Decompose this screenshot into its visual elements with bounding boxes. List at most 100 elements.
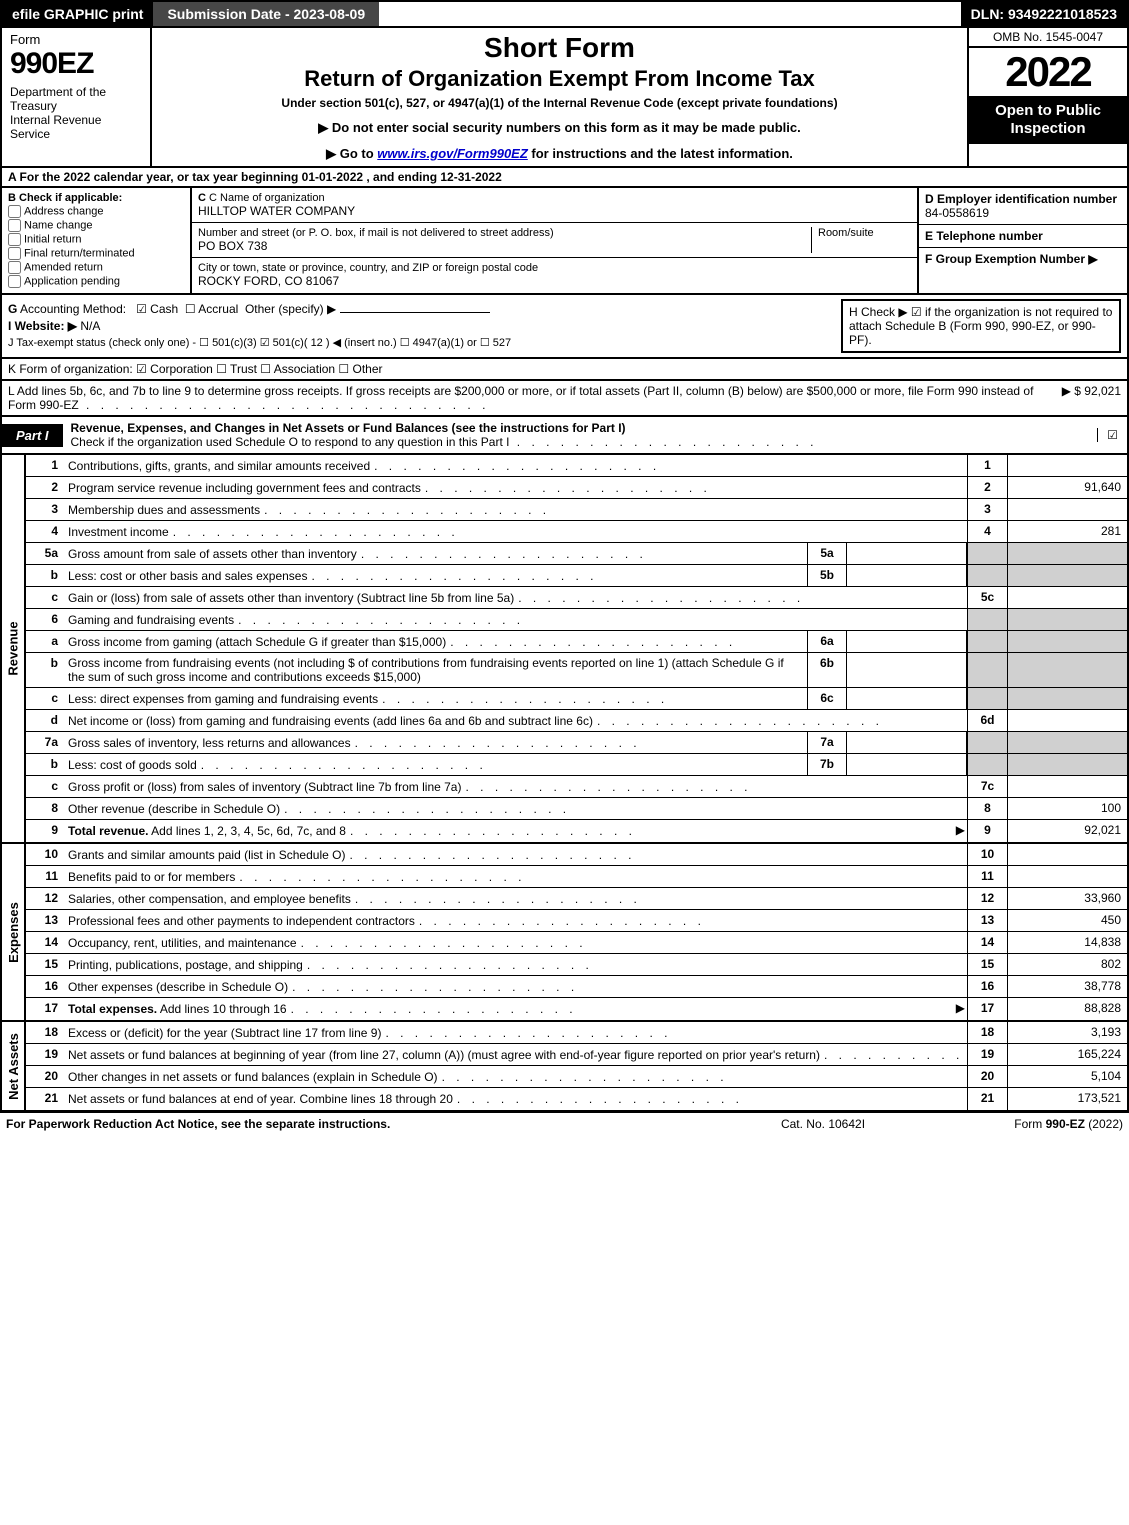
colnum-17: 17: [967, 998, 1007, 1020]
colnum-8: 8: [967, 798, 1007, 819]
netassets-grid: Net Assets 18Excess or (deficit) for the…: [0, 1022, 1129, 1112]
colnum-21: 21: [967, 1088, 1007, 1110]
cb-amended-return[interactable]: Amended return: [8, 261, 184, 274]
cb-application-pending[interactable]: Application pending: [8, 275, 184, 288]
topbar-spacer: [379, 2, 961, 26]
header-right: OMB No. 1545-0047 2022 Open to Public In…: [967, 28, 1127, 166]
line-desc-5c: Gain or (loss) from sale of assets other…: [64, 587, 967, 608]
line-desc-1: Contributions, gifts, grants, and simila…: [64, 455, 967, 476]
line-num-2: 2: [26, 477, 64, 498]
part1-checkbox[interactable]: ☑: [1097, 428, 1127, 442]
subval-6b: [847, 653, 967, 687]
line-num-14: 14: [26, 932, 64, 953]
subval-7b: [847, 754, 967, 775]
line-desc-19: Net assets or fund balances at beginning…: [64, 1044, 967, 1065]
line-desc-6c: Less: direct expenses from gaming and fu…: [64, 688, 807, 709]
section-c: C C Name of organization HILLTOP WATER C…: [192, 188, 917, 293]
colamt-7b: [1007, 754, 1127, 775]
line-desc-4: Investment income. . . . . . . . . . . .…: [64, 521, 967, 542]
line-num-12: 12: [26, 888, 64, 909]
colamt-5a: [1007, 543, 1127, 564]
line-desc-6d: Net income or (loss) from gaming and fun…: [64, 710, 967, 731]
colamt-17: 88,828: [1007, 998, 1127, 1020]
netassets-side-label: Net Assets: [2, 1022, 26, 1110]
line-num-16: 16: [26, 976, 64, 997]
line-7b: bLess: cost of goods sold. . . . . . . .…: [26, 754, 1127, 776]
line-6a: aGross income from gaming (attach Schedu…: [26, 631, 1127, 653]
colamt-11: [1007, 866, 1127, 887]
colamt-7c: [1007, 776, 1127, 797]
line-num-7b: b: [26, 754, 64, 775]
section-ghij: G Accounting Method: ☑ Cash ☐ Accrual Ot…: [0, 295, 1129, 359]
room-suite-label: Room/suite: [818, 227, 911, 239]
colamt-14: 14,838: [1007, 932, 1127, 953]
irs-link[interactable]: www.irs.gov/Form990EZ: [377, 146, 528, 161]
cb-final-return[interactable]: Final return/terminated: [8, 247, 184, 260]
part1-title: Revenue, Expenses, and Changes in Net As…: [63, 417, 1097, 453]
line-num-5c: c: [26, 587, 64, 608]
colnum-5b: [967, 565, 1007, 586]
colamt-5c: [1007, 587, 1127, 608]
part1-header: Part I Revenue, Expenses, and Changes in…: [0, 417, 1129, 455]
section-f: F Group Exemption Number ▶: [919, 248, 1127, 270]
line-desc-15: Printing, publications, postage, and shi…: [64, 954, 967, 975]
section-bcdef: B Check if applicable: Address change Na…: [0, 188, 1129, 295]
colnum-6c: [967, 688, 1007, 709]
line-3: 3Membership dues and assessments. . . . …: [26, 499, 1127, 521]
line-1: 1Contributions, gifts, grants, and simil…: [26, 455, 1127, 477]
colnum-4: 4: [967, 521, 1007, 542]
colnum-15: 15: [967, 954, 1007, 975]
c-city-label: City or town, state or province, country…: [198, 262, 911, 274]
cb-initial-return[interactable]: Initial return: [8, 233, 184, 246]
org-name: HILLTOP WATER COMPANY: [198, 204, 911, 218]
line-num-6b: b: [26, 653, 64, 687]
section-h: H Check ▶ ☑ if the organization is not r…: [841, 299, 1121, 353]
line-desc-17: Total expenses. Add lines 10 through 16.…: [64, 998, 947, 1020]
line-12: 12Salaries, other compensation, and empl…: [26, 888, 1127, 910]
colnum-11: 11: [967, 866, 1007, 887]
line-5b: bLess: cost or other basis and sales exp…: [26, 565, 1127, 587]
colnum-1: 1: [967, 455, 1007, 476]
subcol-5b: 5b: [807, 565, 847, 586]
c-addr-label: Number and street (or P. O. box, if mail…: [198, 227, 811, 239]
cb-address-change[interactable]: Address change: [8, 205, 184, 218]
line-desc-8: Other revenue (describe in Schedule O). …: [64, 798, 967, 819]
section-def: D Employer identification number 84-0558…: [917, 188, 1127, 293]
line-num-5b: b: [26, 565, 64, 586]
d-label: D Employer identification number: [925, 192, 1117, 206]
line-num-6a: a: [26, 631, 64, 652]
subcol-6c: 6c: [807, 688, 847, 709]
colamt-21: 173,521: [1007, 1088, 1127, 1110]
line-6b: bGross income from fundraising events (n…: [26, 653, 1127, 688]
line-desc-9: Total revenue. Add lines 1, 2, 3, 4, 5c,…: [64, 820, 947, 842]
line-num-9: 9: [26, 820, 64, 842]
subval-6a: [847, 631, 967, 652]
colamt-18: 3,193: [1007, 1022, 1127, 1043]
line-6: 6Gaming and fundraising events. . . . . …: [26, 609, 1127, 631]
colnum-5a: [967, 543, 1007, 564]
section-d: D Employer identification number 84-0558…: [919, 188, 1127, 225]
ein-value: 84-0558619: [925, 206, 989, 220]
line-5c: cGain or (loss) from sale of assets othe…: [26, 587, 1127, 609]
colamt-20: 5,104: [1007, 1066, 1127, 1087]
line-desc-7a: Gross sales of inventory, less returns a…: [64, 732, 807, 753]
colamt-4: 281: [1007, 521, 1127, 542]
line-num-19: 19: [26, 1044, 64, 1065]
form-number: 990EZ: [10, 47, 142, 81]
form-header: Form 990EZ Department of the Treasury In…: [0, 28, 1129, 168]
org-city: ROCKY FORD, CO 81067: [198, 274, 911, 288]
omb-number: OMB No. 1545-0047: [969, 28, 1127, 48]
line-desc-21: Net assets or fund balances at end of ye…: [64, 1088, 967, 1110]
efile-label[interactable]: efile GRAPHIC print: [2, 2, 153, 26]
cb-name-change[interactable]: Name change: [8, 219, 184, 232]
colamt-15: 802: [1007, 954, 1127, 975]
tax-year: 2022: [969, 48, 1127, 96]
line-num-17: 17: [26, 998, 64, 1020]
line-16: 16Other expenses (describe in Schedule O…: [26, 976, 1127, 998]
org-address: PO BOX 738: [198, 239, 811, 253]
line-18: 18Excess or (deficit) for the year (Subt…: [26, 1022, 1127, 1044]
colnum-10: 10: [967, 844, 1007, 865]
line-19: 19Net assets or fund balances at beginni…: [26, 1044, 1127, 1066]
colnum-20: 20: [967, 1066, 1007, 1087]
colnum-7a: [967, 732, 1007, 753]
